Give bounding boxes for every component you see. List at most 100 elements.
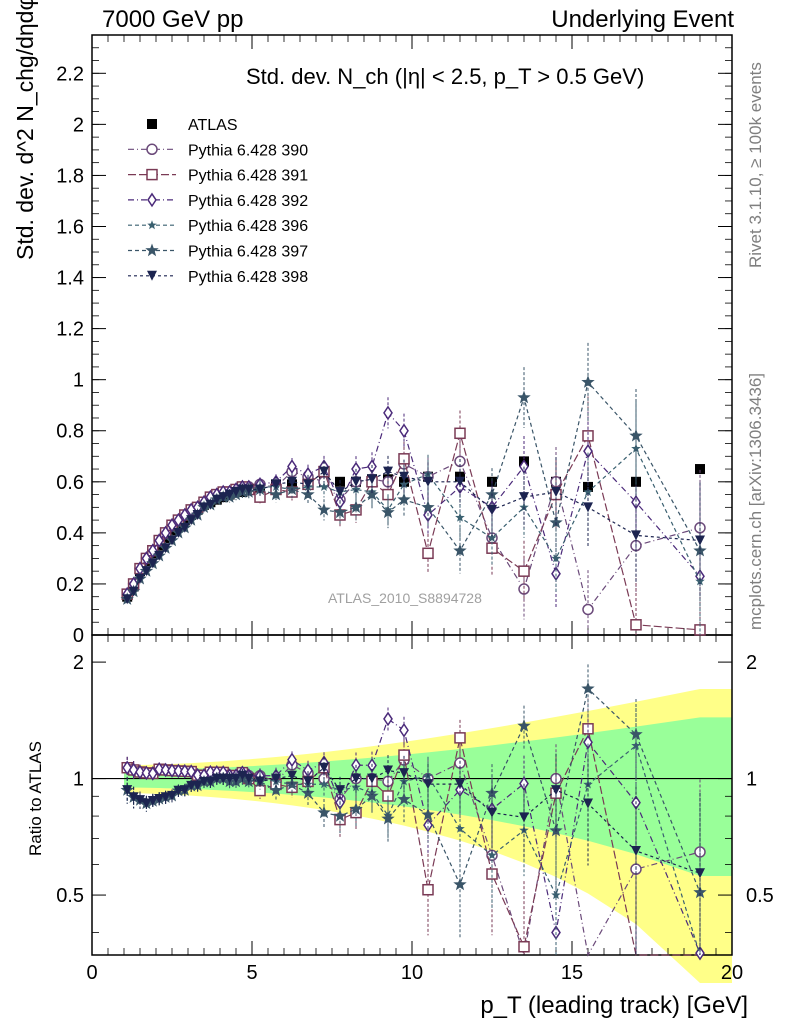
ratio-point-pythia-6-428-398 [487,807,497,818]
point-pythia-6-428-397 [333,505,347,519]
point-pythia-6-428-396 [583,487,593,497]
ratio-tick-label-right: 1 [746,769,757,791]
series-line-pythia-6-428-391 [126,431,701,631]
point-pythia-6-428-396 [455,512,465,522]
legend-marker-pythia-6-428-390 [146,143,158,156]
x-axis-label: p_T (leading track) [GeV] [480,992,748,1019]
ratio-point-pythia-6-428-398 [173,785,184,796]
y-tick-label: 1.4 [56,268,84,290]
point-pythia-6-428-398 [519,492,529,503]
point-pythia-6-428-398 [218,492,229,503]
point-pythia-6-428-398 [211,494,222,505]
ratio-point-pythia-6-428-392 [135,764,145,780]
ratio-point-pythia-6-428-392 [160,762,171,778]
point-pythia-6-428-397 [517,390,531,404]
header-left: 7000 GeV pp [102,6,244,33]
ratio-point-pythia-6-428-398 [122,785,133,796]
legend-label-pythia-6-428-391: Pythia 6.428 391 [188,168,308,185]
point-pythia-6-428-398 [455,476,465,487]
legend-marker-pythia-6-428-397 [145,243,159,257]
ratio-point-pythia-6-428-398 [135,795,145,806]
point-pythia-6-428-398 [383,466,393,477]
ratio-point-pythia-6-428-397 [381,811,395,825]
point-pythia-6-428-398 [335,487,345,498]
analysis-watermark: ATLAS_2010_S8894728 [328,590,482,606]
point-pythia-6-428-391 [630,619,642,631]
legend-label-pythia-6-428-398: Pythia 6.428 398 [188,269,308,286]
ratio-point-pythia-6-428-397 [301,786,315,799]
point-pythia-6-428-398 [160,543,171,554]
x-tick-label: 20 [721,962,743,984]
ratio-point-pythia-6-428-398 [455,779,465,790]
point-pythia-6-428-397 [581,375,595,388]
y-tick-label: 0.2 [56,574,84,596]
ratio-point-pythia-6-428-398 [303,776,313,787]
point-pythia-6-428-391 [518,565,530,577]
point-pythia-6-428-397 [421,500,435,513]
point-pythia-6-428-396 [631,443,641,453]
ratio-point-pythia-6-428-398 [147,796,158,807]
point-pythia-6-428-396 [487,533,497,542]
x-tick-label: 0 [86,962,97,984]
ratio-point-pythia-6-428-392 [179,763,190,779]
ratio-point-pythia-6-428-398 [519,812,529,823]
ratio-point-pythia-6-428-391 [518,940,530,953]
ratio-point-pythia-6-428-398 [335,785,345,796]
ratio-point-pythia-6-428-398 [199,776,209,787]
plot-title: Std. dev. N_ch (|η| < 2.5, p_T > 0.5 GeV… [246,64,645,89]
ratio-point-pythia-6-428-398 [167,790,177,801]
header-right: Underlying Event [551,6,734,33]
point-pythia-6-428-398 [255,484,265,495]
point-pythia-6-428-398 [199,502,209,513]
ratio-point-pythia-6-428-398 [695,868,705,879]
y-tick-label: 0 [73,625,84,647]
point-pythia-6-428-398 [173,527,184,538]
ratio-point-pythia-6-428-398 [271,773,281,784]
point-pythia-6-428-398 [243,484,254,495]
point-pythia-6-428-398 [147,558,158,569]
ratio-point-pythia-6-428-397 [269,783,283,796]
ratio-point-pythia-6-428-398 [551,785,561,796]
series-line-pythia-6-428-398 [126,470,701,600]
point-pythia-6-428-391 [582,430,594,442]
ratio-point-pythia-6-428-398 [160,792,171,803]
point-pythia-6-428-392 [631,494,641,510]
point-pythia-6-428-398 [695,535,705,546]
ratio-point-pythia-6-428-392 [128,762,139,778]
point-pythia-6-428-390 [582,603,594,616]
ratio-point-pythia-6-428-396 [319,779,329,789]
point-pythia-6-428-397 [365,487,379,501]
legend-marker-pythia-6-428-391 [146,168,158,181]
legend-label-atlas: ATLAS [188,117,238,134]
ratio-point-pythia-6-428-398 [128,792,139,803]
point-pythia-6-428-397 [349,500,363,513]
ratio-point-pythia-6-428-398 [351,773,361,784]
legend-marker-pythia-6-428-392 [147,192,157,208]
point-pythia-6-428-398 [367,474,377,485]
x-tick-label: 15 [561,962,583,984]
ratio-point-pythia-6-428-392 [141,765,152,781]
y-tick-label: 1.2 [56,319,84,341]
ratio-point-pythia-6-428-397 [317,805,331,819]
point-pythia-6-428-392 [287,459,297,474]
ratio-point-pythia-6-428-398 [319,762,329,773]
point-pythia-6-428-398 [583,502,593,513]
ratio-point-pythia-6-428-398 [211,773,222,784]
point-pythia-6-428-398 [205,499,216,510]
y-tick-label: 0.8 [56,421,84,443]
ratio-point-pythia-6-428-398 [224,773,235,784]
ratio-point-pythia-6-428-398 [631,845,641,856]
point-pythia-6-428-398 [319,466,329,477]
ratio-line-pythia-6-428-398 [126,766,701,874]
ratio-point-pythia-6-428-398 [243,773,254,784]
ratio-point-pythia-6-428-398 [583,798,593,809]
ratio-point-pythia-6-428-397 [453,877,467,891]
ratio-point-pythia-6-428-391 [254,784,266,797]
point-pythia-6-428-397 [549,515,563,529]
legend-marker-atlas [147,119,157,129]
point-pythia-6-428-398 [122,594,133,605]
ratio-point-pythia-6-428-391 [454,732,466,744]
ratio-point-pythia-6-428-398 [179,785,190,796]
ratio-point-pythia-6-428-398 [205,776,216,787]
